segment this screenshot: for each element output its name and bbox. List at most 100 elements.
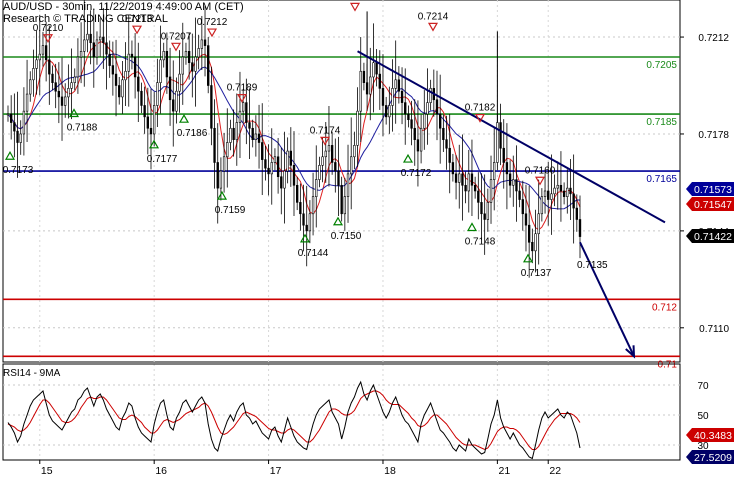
candle-body: [67, 88, 70, 98]
candle-body: [419, 127, 423, 152]
candle-body: [165, 51, 169, 78]
pivot-marker-0.7182: 0.7182: [465, 103, 496, 123]
candle-body: [439, 113, 442, 129]
date-tick-label: 15: [41, 465, 53, 477]
candle-body: [518, 190, 521, 200]
candle-body: [159, 59, 162, 83]
candle-body: [95, 39, 99, 58]
candle-body: [254, 133, 258, 140]
candle-body: [273, 156, 277, 163]
pivot-label: 0.7186: [177, 128, 208, 139]
pivot-label: 0.7212: [197, 17, 228, 28]
candle-body: [356, 110, 359, 146]
candle-body: [73, 76, 76, 83]
candle-body: [578, 219, 582, 237]
candle-body: [229, 127, 232, 143]
candle-body: [521, 199, 524, 215]
candle-body: [222, 156, 226, 172]
pivot-label: 0.7214: [418, 11, 449, 22]
candle-body: [486, 202, 490, 220]
pivot-marker-0.7148: 0.7148: [465, 222, 496, 247]
projection-arrow-line: [579, 241, 635, 357]
pivot-marker-0.7186: 0.7186: [177, 113, 208, 139]
candle-body: [19, 133, 22, 143]
candle-body: [311, 196, 315, 215]
pivot-up-triangle-icon: [299, 233, 311, 243]
price-tick-label: 0.7212: [698, 33, 729, 44]
candle-body: [292, 165, 296, 186]
main-plot-border: [2, 0, 681, 363]
pivot-marker-0.7160: 0.7160: [525, 165, 556, 186]
date-tick-label: 18: [384, 465, 396, 477]
pivot-label: 0.7137: [521, 268, 552, 279]
trend-lines: 0.7135: [357, 50, 666, 359]
candle-body: [391, 88, 394, 106]
candle-body: [413, 127, 416, 140]
pivot-marker-0.7177: 0.7177: [147, 139, 178, 165]
candle-body: [210, 85, 213, 129]
pivot-marker-0.7213: 0.7213: [122, 14, 153, 35]
candle-body: [181, 56, 184, 75]
projection-label: 0.7135: [577, 260, 608, 271]
candle-body: [289, 150, 292, 166]
candles: [6, 0, 582, 278]
candle-body: [372, 62, 375, 78]
price-badge-red: [686, 197, 734, 211]
candle-body: [76, 56, 80, 78]
candle-body: [241, 102, 245, 112]
pivot-label: 0.7148: [465, 236, 496, 247]
candle-body: [343, 196, 347, 215]
candle-body: [162, 51, 165, 61]
candle-body: [540, 196, 544, 215]
candle-body: [473, 184, 477, 192]
candle-body: [308, 213, 312, 232]
candle-body: [70, 82, 73, 89]
pivot-down-triangle-icon: [427, 22, 439, 32]
candle-body: [219, 170, 223, 189]
rsi-title: RSI14 - 9MA: [3, 368, 61, 379]
candle-body: [238, 110, 242, 123]
candle-body: [51, 73, 54, 83]
candle-body: [400, 90, 404, 103]
pivot-marker-0.7189: 0.7189: [227, 83, 258, 103]
pivot-marker-0.7212: 0.7212: [197, 17, 228, 38]
candle-body: [79, 51, 83, 58]
candle-body: [480, 202, 483, 215]
candle-body: [153, 105, 156, 135]
rsi-line: [7, 380, 581, 460]
candle-body: [203, 39, 207, 46]
price-badge-label: 0.71422: [694, 231, 732, 243]
date-tick-label: 17: [270, 465, 282, 477]
candle-body: [184, 51, 188, 58]
candle-body: [404, 102, 407, 115]
candle-body: [226, 142, 229, 158]
pivot-up-triangle-icon: [178, 113, 190, 123]
candle-body: [527, 224, 531, 243]
rsi-badge-blue: [686, 450, 734, 464]
pivot-down-triangle-icon: [42, 34, 54, 43]
pivot-label: 0.7182: [465, 103, 496, 114]
candle-body: [353, 145, 356, 158]
candle-body: [29, 79, 32, 95]
candle-body: [553, 187, 556, 195]
candle-body: [330, 145, 334, 163]
pivot-marker-0.7214: 0.7214: [418, 11, 449, 32]
candle-body: [83, 39, 86, 52]
pivot-label: 0.7144: [298, 248, 329, 259]
pivot-label: 0.7221: [340, 0, 371, 2]
rsi-badge-label: 40.3483: [694, 430, 732, 442]
pivot-label: 0.7177: [147, 154, 178, 165]
pivot-markers: 0.7210 0.7213 0.7207 0.7212 0.7189 0.7221 0.71…: [3, 0, 556, 279]
candle-body: [296, 184, 299, 203]
rsi-ma-line: [7, 390, 581, 451]
pivot-marker-0.7144: 0.7144: [298, 233, 329, 259]
candle-body: [133, 56, 137, 78]
candle-body: [245, 102, 248, 123]
candle-body: [375, 62, 378, 75]
price-badge-label: 0.71547: [694, 199, 732, 211]
candle-body: [426, 102, 429, 115]
candle-body: [423, 113, 426, 129]
pivot-marker-0.7150: 0.7150: [331, 216, 362, 242]
candle-body: [270, 162, 273, 175]
